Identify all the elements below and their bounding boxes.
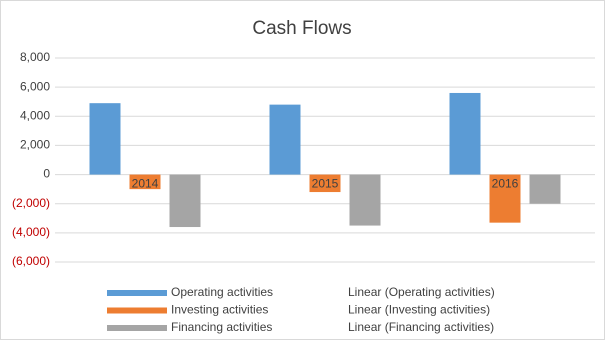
legend-swatch bbox=[107, 290, 167, 296]
legend-swatch bbox=[107, 307, 167, 314]
chart-title: Cash Flows bbox=[252, 18, 351, 39]
y-tick-label: 2,000 bbox=[20, 138, 50, 152]
legend-label: Linear (Investing activities) bbox=[348, 303, 490, 317]
legend-label: Linear (Operating activities) bbox=[348, 285, 495, 299]
bar bbox=[489, 174, 521, 223]
y-tick-label: 6,000 bbox=[20, 79, 50, 93]
y-tick-label: 4,000 bbox=[20, 108, 50, 122]
bar bbox=[309, 174, 341, 193]
x-tick-label: 2016 bbox=[492, 177, 519, 191]
y-tick-label: (2,000) bbox=[12, 196, 50, 210]
legend-swatch bbox=[107, 325, 167, 331]
y-tick-label: 8,000 bbox=[20, 50, 50, 64]
x-tick-label: 2015 bbox=[312, 177, 339, 191]
bar bbox=[129, 174, 161, 190]
bar bbox=[349, 174, 381, 226]
bar bbox=[529, 174, 561, 204]
y-tick-label: 0 bbox=[43, 167, 50, 181]
bar bbox=[449, 92, 481, 175]
legend-label: Financing activities bbox=[171, 320, 272, 334]
x-tick-label: 2014 bbox=[132, 177, 159, 191]
y-tick-label: (4,000) bbox=[12, 225, 50, 239]
legend-label: Operating activities bbox=[171, 285, 273, 299]
bar bbox=[269, 104, 301, 175]
y-tick-label: (6,000) bbox=[12, 254, 50, 268]
legend-label: Linear (Financing activities) bbox=[348, 320, 494, 334]
legend-label: Investing activities bbox=[171, 303, 268, 317]
bar bbox=[169, 174, 201, 228]
bar bbox=[89, 103, 121, 175]
